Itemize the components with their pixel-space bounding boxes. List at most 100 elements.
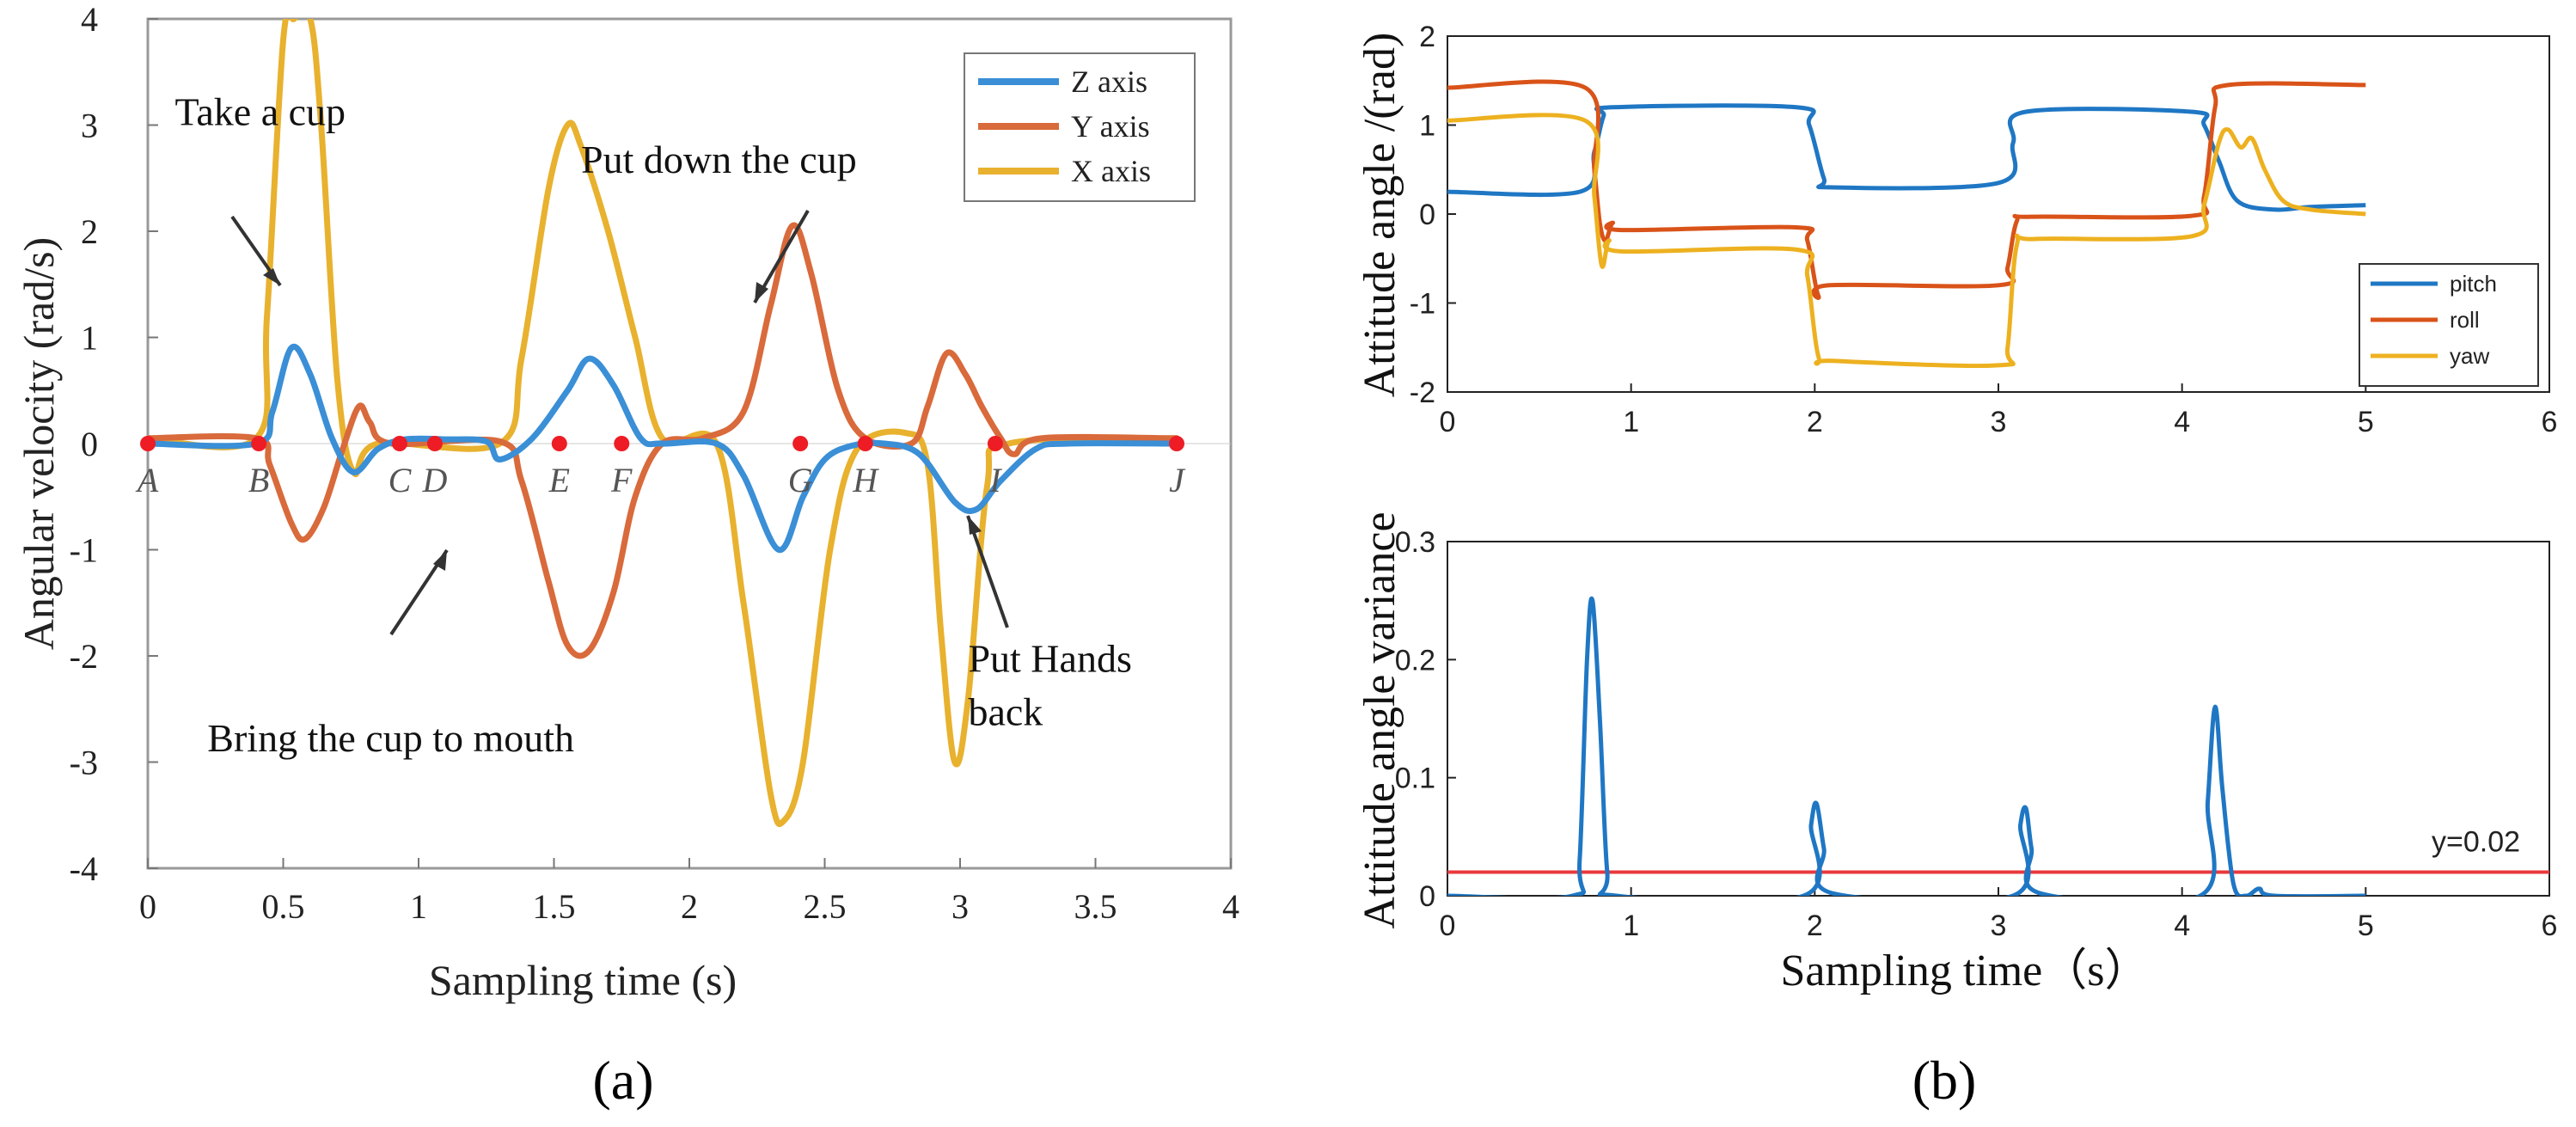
a-y-tick-label: 3: [81, 107, 98, 145]
bt-x-tick-label: 5: [2358, 406, 2374, 438]
panel-b-top: 0 1 2 3 4 5 6 2 1 0 -1 -2 pitch roll yaw Attitude an…: [1355, 21, 2557, 438]
bt-x-tick-label: 3: [1991, 406, 2007, 438]
panel-a-annotations: Take a cup Put down the cup Bring the cup …: [175, 90, 1132, 761]
event-label-G: G: [788, 461, 813, 499]
bb-x-tick-label: 0: [1440, 910, 1456, 942]
panel-a-y-axis-label: Angular velocity (rad/s): [15, 237, 63, 650]
event-label-E: E: [548, 461, 570, 499]
panel-b-bottom-threshold: y=0.02: [1447, 826, 2549, 874]
a-y-tick-label: -2: [70, 637, 98, 676]
panel-b-top-y-axis-label: Attitude angle /(rad): [1355, 33, 1404, 398]
bt-x-tick-label: 1: [1623, 406, 1639, 438]
panel-b-bottom-x-axis-label: Sampling time（s）: [1780, 946, 2149, 995]
a-x-tick-label: 2: [681, 887, 698, 926]
panel-a-x-axis-label: Sampling time (s): [429, 956, 737, 1004]
event-point-D: [426, 436, 443, 451]
event-label-F: F: [610, 461, 633, 499]
bb-x-tick-label: 1: [1623, 910, 1639, 942]
panel-b-bottom-y-ticks: 0.3 0.2 0.1 0: [1395, 526, 1456, 913]
panel-b-top-series: [1447, 79, 2366, 369]
caption-a: (a): [592, 1050, 653, 1111]
a-y-tick-label: -4: [70, 849, 98, 888]
annotation: back: [968, 689, 1043, 733]
panel-b-top-y-ticks: 2 1 0 -1 -2: [1410, 21, 1456, 409]
annotation: Put down the cup: [581, 138, 857, 181]
bb-x-tick-label: 3: [1991, 910, 2007, 942]
a-y-tick-label: -3: [70, 744, 98, 782]
bb-x-tick-label: 6: [2542, 910, 2558, 942]
a-y-tick-label: -1: [70, 531, 98, 570]
panel-a-legend: Z axis Y axis X axis: [964, 52, 1196, 202]
bb-x-tick-label: 5: [2358, 910, 2374, 942]
series-line-y-axis: [148, 222, 1180, 659]
a-x-tick-label: 0.5: [262, 887, 305, 926]
series-line-z-axis: [148, 343, 1180, 553]
series-line-x-axis: [148, 19, 1180, 827]
event-point-I: [987, 436, 1003, 451]
event-point-G: [792, 436, 809, 451]
event-point-F: [614, 436, 630, 451]
bb-y-tick-label: 0.3: [1395, 526, 1435, 559]
arrow-bring-cup-head: [433, 550, 447, 571]
a-x-tick-label: 3: [951, 887, 969, 926]
event-label-H: H: [852, 461, 879, 499]
event-point-C: [391, 436, 407, 451]
bt-y-tick-label: -1: [1410, 288, 1435, 321]
event-point-J: [1169, 436, 1184, 451]
a-y-tick-label: 4: [81, 0, 98, 39]
bt-x-tick-label: 2: [1807, 406, 1823, 438]
bb-x-tick-label: 2: [1807, 910, 1823, 942]
panel-a-series: [148, 19, 1180, 827]
arrow-hands-back-head: [968, 516, 982, 535]
bt-x-tick-label: 4: [2174, 406, 2190, 438]
a-y-tick-label: 0: [81, 425, 98, 463]
legend-label: pitch: [2450, 271, 2497, 297]
annotation: Put Hands: [968, 637, 1131, 681]
panel-b-bottom-frame: [1447, 541, 2550, 897]
a-x-tick-label: 0: [139, 887, 156, 926]
event-point-A: [140, 436, 156, 451]
legend-label: Z axis: [1071, 64, 1147, 99]
bb-y-tick-label: 0: [1419, 880, 1435, 913]
annotation: Bring the cup to mouth: [207, 716, 574, 760]
a-y-tick-label: 2: [81, 212, 98, 251]
panel-b-bottom-series: [1447, 596, 2366, 896]
legend-label: yaw: [2450, 343, 2489, 369]
series-line-variance: [1447, 596, 2366, 896]
panel-b-bottom: 0 1 2 3 4 5 6 0.3 0.2 0.1 0 y=0.02 Attitude angle…: [1355, 511, 2557, 1111]
a-y-tick-label: 1: [81, 319, 98, 358]
panel-b-top-legend: pitch roll yaw: [2359, 263, 2539, 387]
event-label-C: C: [389, 461, 413, 499]
panel-a-x-ticks: 0 0.5 1 1.5 2 2.5 3 3.5 4: [139, 858, 1239, 926]
series-line-roll: [1447, 79, 2366, 300]
legend-label: Y axis: [1071, 109, 1150, 144]
event-label-I: I: [988, 461, 1002, 499]
panel-a-y-ticks: 4 3 2 1 0 -1 -2 -3 -4: [70, 0, 158, 888]
panel-a-arrows: [230, 209, 1009, 636]
event-point-E: [551, 436, 567, 451]
event-label-B: B: [248, 461, 269, 499]
a-x-tick-label: 4: [1222, 887, 1239, 926]
bt-y-tick-label: 1: [1419, 110, 1435, 143]
legend-label: roll: [2450, 307, 2480, 333]
bt-x-tick-label: 6: [2542, 406, 2558, 438]
panel-b-top-x-ticks: 0 1 2 3 4 5 6: [1440, 383, 2558, 438]
event-point-B: [251, 436, 267, 451]
event-label-A: A: [135, 461, 159, 499]
bb-x-tick-label: 4: [2174, 910, 2190, 942]
a-x-tick-label: 1.5: [533, 887, 576, 926]
event-label-J: J: [1169, 461, 1186, 499]
bt-y-tick-label: 0: [1419, 199, 1435, 231]
arrow-hands-back: [966, 515, 1009, 628]
panel-b-bottom-y-axis-label: Attitude angle variance: [1355, 511, 1404, 928]
series-line-yaw: [1447, 113, 2366, 369]
bt-y-tick-label: 2: [1419, 21, 1435, 53]
event-label-D: D: [421, 461, 447, 499]
a-x-tick-label: 3.5: [1074, 887, 1117, 926]
event-point-H: [857, 436, 873, 451]
a-x-tick-label: 2.5: [804, 887, 847, 926]
caption-b: (b): [1912, 1050, 1977, 1111]
